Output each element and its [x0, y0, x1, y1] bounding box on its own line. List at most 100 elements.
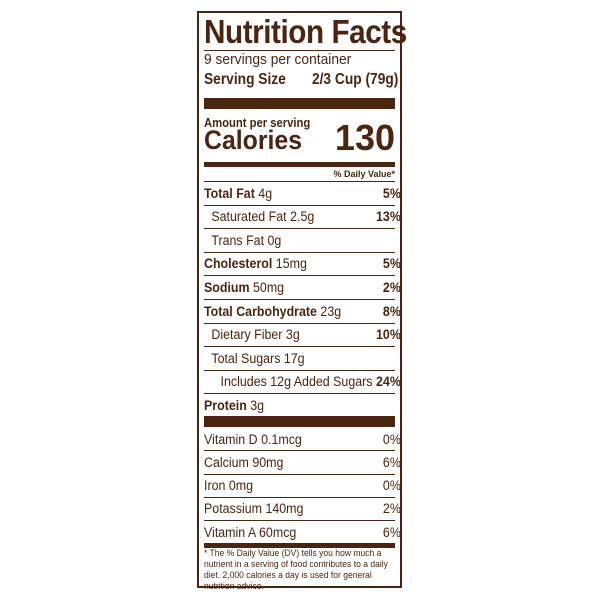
nutrient-row: Dietary Fiber 3g 10% [204, 324, 401, 346]
divider [204, 251, 395, 253]
nutrient-name: Dietary Fiber 3g [204, 327, 300, 343]
nutrient-amount: 17g [283, 350, 305, 366]
nutrient-name: Protein 3g [204, 398, 264, 413]
label-title: Nutrition Facts [204, 13, 407, 50]
vitamin-name: Vitamin D 0.1mcg [204, 432, 302, 447]
serving-size: Serving Size 2/3 Cup (79g) [204, 71, 398, 89]
divider [204, 204, 395, 206]
thick-divider [204, 98, 395, 109]
vitamin-row: Potassium 140mg 2% [204, 498, 401, 520]
vitamin-daily-value: 6% [382, 524, 401, 540]
serving-size-value: 2/3 Cup (79g) [311, 71, 399, 88]
nutrient-row: Total Sugars 17g [204, 347, 401, 369]
nutrient-label: Total Sugars [211, 350, 281, 366]
nutrient-label: Total Carbohydrate [204, 303, 317, 319]
nutrient-name: Total Carbohydrate 23g [204, 304, 341, 319]
vitamin-name: Potassium 140mg [204, 501, 303, 516]
vitamin-label: Vitamin D [204, 431, 258, 447]
nutrient-daily-value: 5% [382, 256, 401, 272]
nutrient-name: Trans Fat 0g [204, 233, 281, 248]
footnote: * The % Daily Value (DV) tells you how m… [204, 548, 388, 592]
vitamin-name: Vitamin A 60mcg [204, 525, 296, 540]
vitamin-label: Iron [204, 478, 226, 494]
nutrient-row: Total Fat 4g 5% [204, 182, 401, 204]
nutrient-daily-value: 8% [382, 303, 401, 319]
nutrient-amount: 50mg [253, 279, 285, 295]
medium-divider [204, 543, 395, 548]
nutrient-name: Total Sugars 17g [204, 350, 305, 366]
vitamin-name: Iron 0mg [204, 478, 253, 493]
divider [204, 228, 395, 230]
vitamin-label: Vitamin A [204, 524, 256, 540]
vitamin-row: Vitamin D 0.1mcg 0% [204, 428, 401, 450]
nutrient-name: Saturated Fat 2.5g [204, 209, 314, 224]
nutrient-daily-value: 2% [382, 279, 401, 295]
divider [204, 496, 395, 498]
nutrient-label: Dietary Fiber [211, 327, 283, 343]
nutrient-amount: 3g [285, 327, 300, 343]
vitamin-amount: 90mg [252, 454, 284, 470]
divider [204, 369, 395, 371]
divider [204, 275, 395, 277]
divider [204, 393, 395, 395]
vitamin-daily-value: 0% [382, 431, 401, 447]
nutrient-daily-value: 24% [376, 374, 401, 390]
nutrient-label: Saturated Fat [211, 209, 287, 225]
nutrient-amount: 3g [250, 397, 265, 413]
nutrient-name: Total Fat 4g [204, 186, 272, 201]
nutrient-label: Trans Fat [211, 232, 265, 248]
nutrient-row: Total Carbohydrate 23g 8% [204, 300, 401, 322]
servings-per-container: 9 servings per container [204, 51, 352, 68]
vitamin-label: Calcium [204, 454, 249, 470]
amount-per-serving: Amount per serving [204, 116, 311, 130]
divider [204, 520, 395, 522]
nutrient-row: Protein 3g [204, 394, 401, 416]
nutrient-label: Sodium [204, 279, 250, 295]
nutrient-row: Cholesterol 15mg 5% [204, 253, 401, 275]
vitamin-label: Potassium [204, 501, 262, 517]
nutrient-amount: 4g [258, 185, 273, 201]
vitamin-name: Calcium 90mg [204, 455, 283, 470]
nutrient-name: Sodium 50mg [204, 280, 284, 295]
vitamin-amount: 0.1mcg [261, 431, 302, 447]
divider [204, 450, 395, 452]
vitamin-row: Iron 0mg 0% [204, 475, 401, 497]
divider [204, 473, 395, 475]
divider [204, 322, 395, 324]
vitamin-amount: 140mg [265, 501, 304, 517]
calories-value: 130 [334, 117, 395, 158]
divider [204, 346, 395, 348]
divider [204, 181, 395, 182]
medium-divider [204, 162, 395, 167]
nutrient-amount: 15mg [275, 256, 307, 272]
vitamin-row: Calcium 90mg 6% [204, 451, 401, 473]
nutrient-daily-value: 10% [376, 327, 401, 343]
nutrient-amount: 23g [320, 303, 342, 319]
vitamin-daily-value: 0% [382, 478, 401, 494]
vitamin-amount: 0mg [228, 478, 254, 494]
nutrient-name: Cholesterol 15mg [204, 256, 307, 271]
nutrient-amount: 0g [267, 232, 282, 248]
nutrition-facts-label: Nutrition Facts 9 servings per container… [197, 11, 407, 592]
thick-divider [204, 416, 395, 427]
nutrient-row: Trans Fat 0g [204, 229, 401, 251]
nutrient-daily-value: 13% [376, 209, 401, 225]
daily-value-header: % Daily Value* [333, 169, 395, 179]
vitamin-daily-value: 6% [382, 454, 401, 470]
nutrient-label: Includes 12g Added Sugars [220, 374, 373, 390]
nutrient-name: Includes 12g Added Sugars [204, 374, 373, 390]
nutrient-row: Saturated Fat 2.5g 13% [204, 206, 401, 228]
nutrient-label: Total Fat [204, 185, 255, 201]
vitamin-daily-value: 2% [382, 501, 401, 517]
nutrient-label: Protein [204, 397, 247, 413]
nutrient-row: Includes 12g Added Sugars 24% [204, 371, 401, 393]
nutrient-label: Cholesterol [204, 256, 273, 272]
serving-size-label: Serving Size [204, 71, 286, 88]
nutrient-row: Sodium 50mg 2% [204, 276, 401, 298]
nutrient-amount: 2.5g [290, 209, 315, 225]
calories-label: Calories [204, 125, 303, 155]
vitamin-amount: 60mcg [259, 524, 297, 540]
divider [204, 50, 395, 51]
divider [204, 299, 395, 300]
vitamin-row: Vitamin A 60mcg 6% [204, 521, 401, 543]
